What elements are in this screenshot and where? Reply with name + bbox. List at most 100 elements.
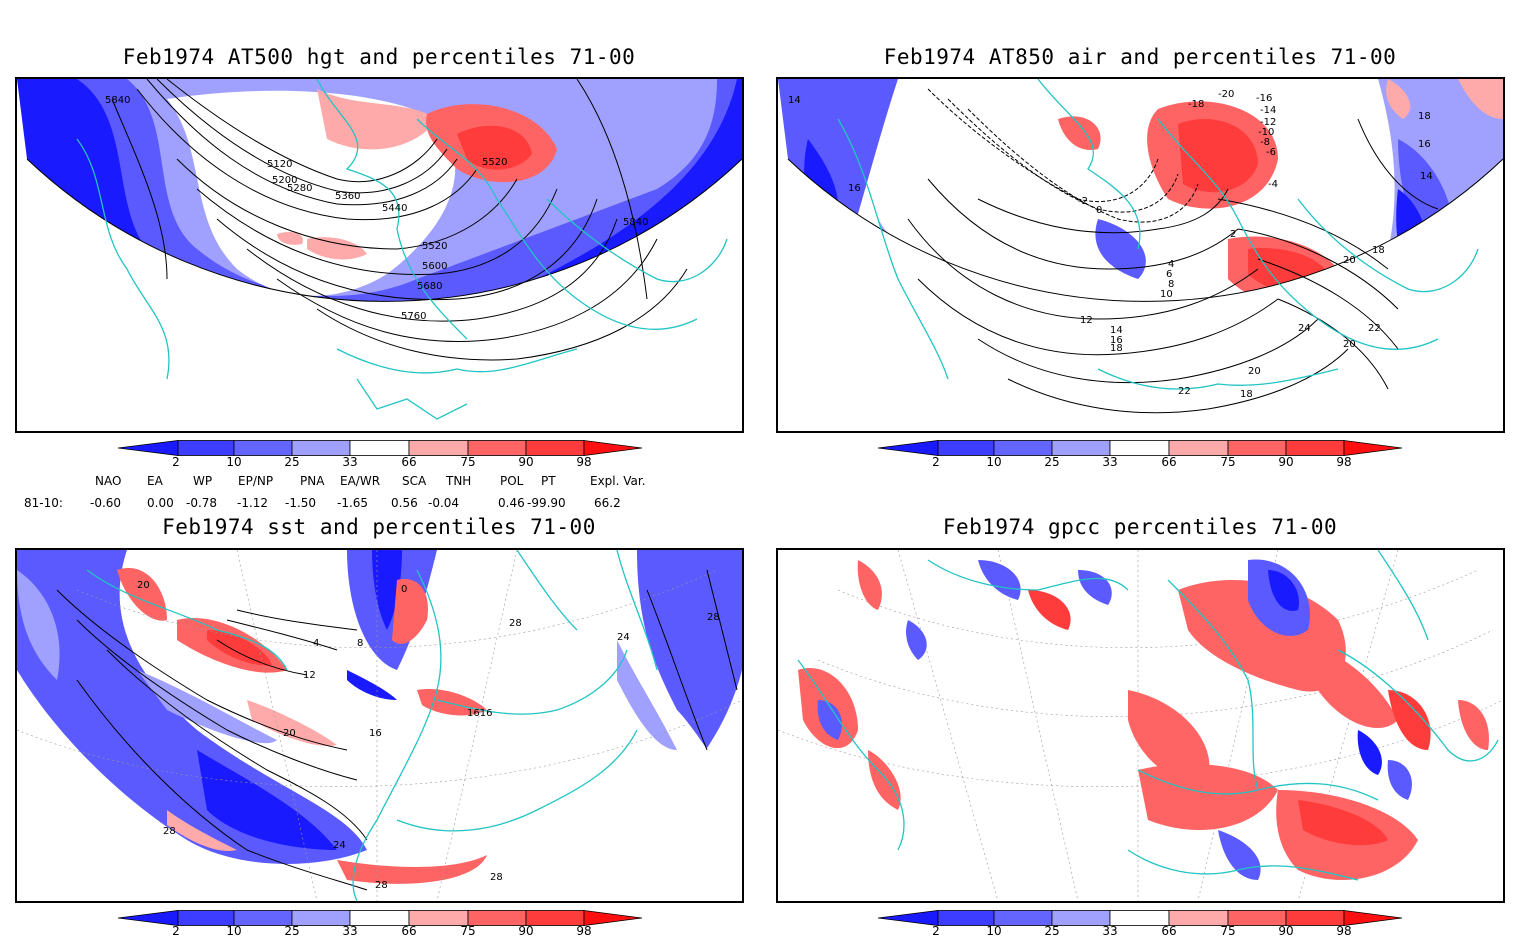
contour-label: 14: [1110, 325, 1123, 336]
colorbar-tick-label: 10: [226, 924, 242, 938]
colorbar-segment: [1343, 910, 1403, 926]
index-header: TNH: [446, 474, 472, 488]
contour-label: 28: [375, 880, 388, 891]
percentile-shading: [798, 559, 1489, 880]
colorbar-tick-labels: 2 10 25 33 66 75 90 98: [878, 924, 1402, 939]
contour-label: 28: [490, 872, 503, 883]
contour-label: 20: [1343, 339, 1356, 350]
colorbar-tick-label: 66: [401, 924, 417, 938]
coastlines: [86, 550, 658, 901]
index-value: -99.90: [527, 496, 566, 510]
colorbar-swatches: [117, 910, 643, 926]
percentile-shading: [17, 79, 742, 302]
index-header: PNA: [300, 474, 325, 488]
index-value: 0.46: [498, 496, 525, 510]
contour-label: 14: [1420, 171, 1433, 182]
colorbar-segment: [1285, 440, 1345, 456]
colorbar-tick-label: 2: [932, 455, 940, 469]
index-value: 0.00: [147, 496, 174, 510]
contour-label: -12: [1260, 117, 1276, 128]
colorbar-tick-label: 75: [460, 924, 476, 938]
colorbar-tick-label: 33: [342, 455, 358, 469]
contour-label: 22: [1368, 323, 1381, 334]
colorbar-tick-label: 10: [226, 455, 242, 469]
colorbar-swatches: [877, 440, 1403, 456]
contour-label: 12: [1080, 315, 1093, 326]
contour-label: -14: [1260, 105, 1276, 116]
index-value: -1.12: [237, 496, 269, 510]
contour-labels: 5840 5120 5200 5280 5360 5440 5520 5520 …: [105, 95, 648, 322]
map-panel-at500-hgt: 5840 5120 5200 5280 5360 5440 5520 5520 …: [15, 77, 744, 433]
colorbar-tick-label: 2: [172, 924, 180, 938]
grid-lines: [17, 550, 742, 901]
contour-label: 5360: [335, 191, 360, 202]
colorbar-tick-label: 10: [986, 455, 1002, 469]
contour-label: 5520: [482, 157, 507, 168]
colorbar-panel4: 2 10 25 33 66 75 90 98: [877, 910, 1403, 940]
colorbar-tick-label: 25: [284, 924, 300, 938]
contour-label: 0: [401, 584, 407, 595]
index-header: EP/NP: [238, 474, 274, 488]
colorbar-segment: [291, 440, 351, 456]
teleconnection-indices: NAO EA WP EP/NP PNA EA/WR SCA TNH POL PT…: [0, 474, 760, 514]
index-value: -0.60: [90, 496, 122, 510]
colorbar-segment: [583, 910, 643, 926]
colorbar-segment: [408, 440, 469, 456]
colorbar-tick-label: 98: [1336, 924, 1352, 938]
colorbar-tick-labels: 2 10 25 33 66 75 90 98: [878, 455, 1402, 470]
sst-contours: [56, 569, 738, 891]
colorbar-tick-label: 2: [932, 924, 940, 938]
contour-label: 5440: [382, 203, 407, 214]
colorbar-segment: [993, 440, 1053, 456]
temperature-contours: [907, 88, 1439, 414]
colorbar-segment: [937, 440, 995, 456]
colorbar-tick-label: 75: [1220, 455, 1236, 469]
contour-label: 8: [1168, 279, 1174, 290]
colorbar-tick-label: 90: [518, 455, 534, 469]
index-value: -0.78: [186, 496, 218, 510]
contour-label: 0: [1096, 205, 1102, 216]
height-contours: [111, 79, 688, 361]
colorbar-segment: [1343, 440, 1403, 456]
contour-label: 5760: [401, 311, 426, 322]
contour-label: 20: [1248, 366, 1261, 377]
contour-label: 4: [1168, 259, 1174, 270]
colorbar-segment: [1109, 440, 1170, 456]
index-header: NAO: [95, 474, 122, 488]
colorbar-segment: [467, 440, 527, 456]
colorbar-panel3: 2 10 25 33 66 75 90 98: [117, 910, 643, 940]
index-header: EA: [147, 474, 163, 488]
index-header: WP: [193, 474, 213, 488]
contour-label: -20: [1218, 89, 1234, 100]
contour-label: 5840: [623, 217, 648, 228]
contour-label: 5840: [105, 95, 130, 106]
contour-label: 28: [509, 618, 522, 629]
contour-label: 2: [1230, 229, 1236, 240]
colorbar-tick-label: 90: [518, 924, 534, 938]
contour-label: 28: [707, 612, 720, 623]
contour-label: 18: [1418, 111, 1431, 122]
map-panel-at850-air: 14 16 -20 -16 -18 -14 -12 -10 -8 -6 -4 -…: [776, 77, 1505, 433]
colorbar-tick-label: 10: [986, 924, 1002, 938]
coastlines: [837, 79, 1479, 390]
coastlines: [797, 550, 1499, 881]
colorbar-swatches: [877, 910, 1403, 926]
contour-label: 1616: [467, 708, 492, 719]
contour-label: 22: [1178, 386, 1191, 397]
contour-label: 5600: [422, 261, 447, 272]
panel3-title: Feb1974 sst and percentiles 71-00: [162, 515, 596, 539]
index-header: POL: [500, 474, 524, 488]
contour-label: 20: [137, 580, 150, 591]
contour-label: 28: [163, 826, 176, 837]
colorbar-tick-labels: 2 10 25 33 66 75 90 98: [118, 455, 642, 470]
index-header: SCA: [402, 474, 427, 488]
contour-label: 4: [313, 638, 319, 649]
colorbar-segment: [233, 440, 293, 456]
contour-label: 20: [1343, 255, 1356, 266]
colorbar-tick-label: 25: [1044, 455, 1060, 469]
contour-label: -4: [1268, 179, 1278, 190]
colorbar-tick-label: 98: [1336, 455, 1352, 469]
contour-label: 24: [333, 840, 346, 851]
colorbar-tick-label: 33: [1102, 455, 1118, 469]
percentile-shading: [778, 79, 1503, 302]
